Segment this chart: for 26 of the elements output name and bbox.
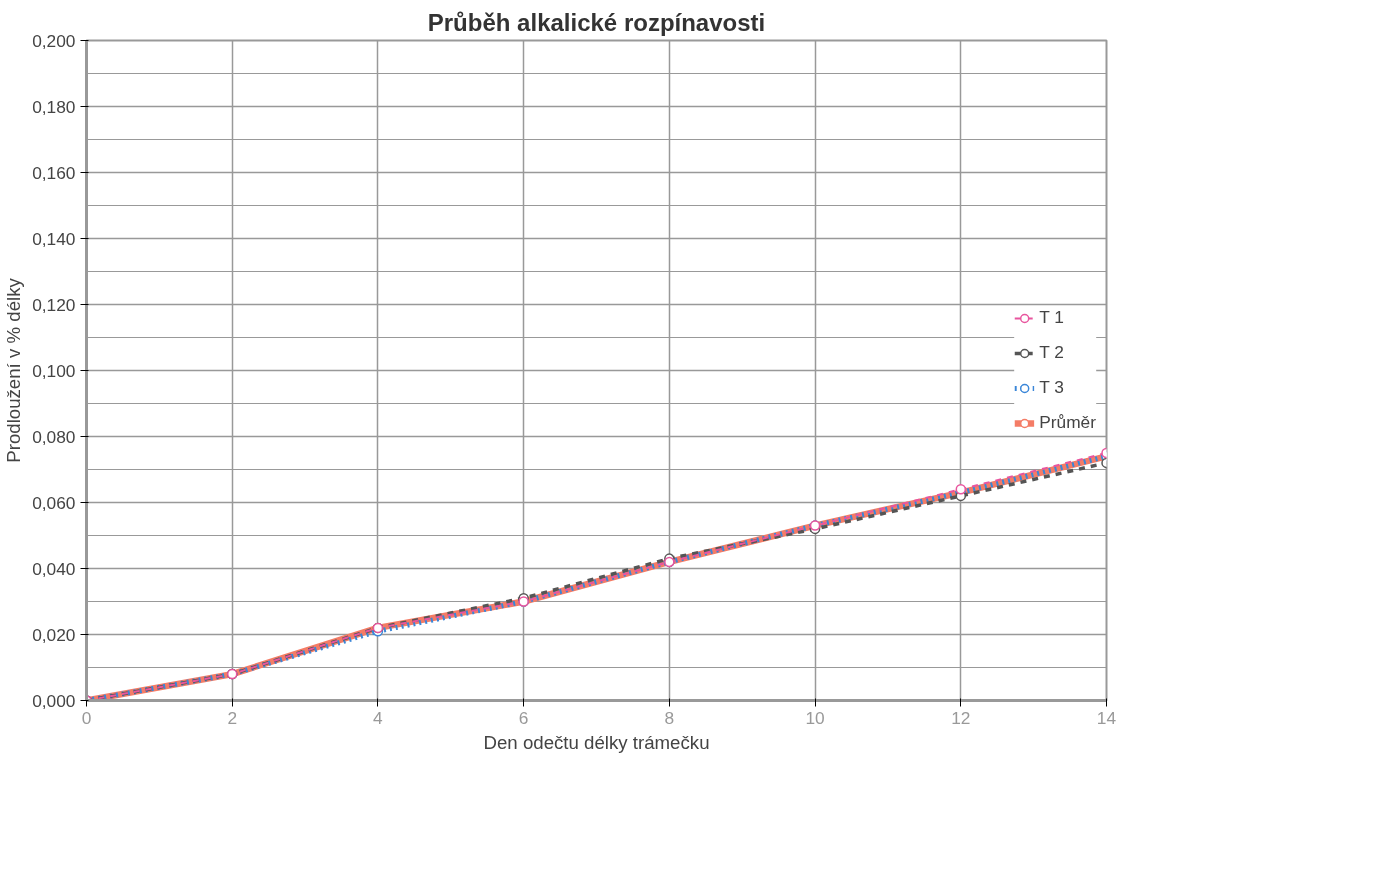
y-tick-label: 0,040 xyxy=(32,558,76,579)
x-tick-label: 8 xyxy=(664,707,675,728)
legend-label: T 1 xyxy=(1039,307,1064,328)
legend-label: T 2 xyxy=(1039,342,1064,363)
x-tick-label: 6 xyxy=(518,707,529,728)
y-tick-label: 0,000 xyxy=(32,690,76,711)
chart-title: Průběh alkalické rozpínavosti xyxy=(427,8,766,36)
y-tick-label: 0,180 xyxy=(32,96,76,117)
x-tick-label: 10 xyxy=(805,707,825,728)
x-axis-title: Den odečtu délky trámečku xyxy=(483,731,710,753)
x-tick-label: 14 xyxy=(1096,707,1117,728)
x-tick-label: 4 xyxy=(373,707,384,728)
y-tick-label: 0,120 xyxy=(32,294,76,315)
y-tick-label: 0,200 xyxy=(32,30,76,51)
y-tick-label: 0,080 xyxy=(32,426,76,447)
y-tick-label: 0,140 xyxy=(32,228,76,249)
y-axis-title: Prodloužení v % délky xyxy=(3,277,25,463)
y-tick-label: 0,100 xyxy=(32,360,76,381)
y-tick-label: 0,060 xyxy=(32,492,76,513)
x-tick-label: 0 xyxy=(81,707,92,728)
legend-label: T 3 xyxy=(1039,377,1064,398)
x-tick-label: 12 xyxy=(951,707,971,728)
y-tick-label: 0,160 xyxy=(32,162,76,183)
y-tick-label: 0,020 xyxy=(32,624,76,645)
legend-label: Průměr xyxy=(1039,412,1096,433)
x-tick-label: 2 xyxy=(227,707,238,728)
